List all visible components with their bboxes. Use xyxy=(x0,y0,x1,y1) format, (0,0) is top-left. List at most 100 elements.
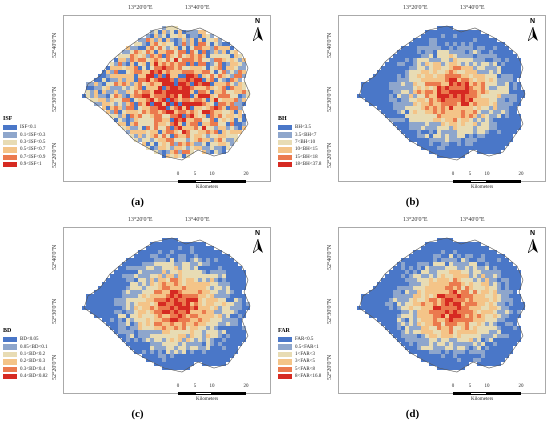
map-cell xyxy=(469,134,473,138)
map-cell xyxy=(190,246,194,250)
map-cell xyxy=(186,42,190,46)
map-cell xyxy=(102,86,106,90)
map-cell xyxy=(170,90,174,94)
map-cell xyxy=(433,34,437,38)
map-cell xyxy=(174,342,178,346)
map-cell xyxy=(134,86,138,90)
map-cell xyxy=(178,122,182,126)
legend-swatch xyxy=(278,124,292,131)
map-cell xyxy=(501,54,505,58)
map-cell xyxy=(461,74,465,78)
map-cell xyxy=(493,342,497,346)
map-cell xyxy=(477,342,481,346)
map-cell xyxy=(218,270,222,274)
map-cell xyxy=(501,90,505,94)
map-cell xyxy=(385,298,389,302)
map-cell xyxy=(186,134,190,138)
map-cell xyxy=(453,66,457,70)
map-cell xyxy=(449,110,453,114)
map-cell xyxy=(473,98,477,102)
map-cell xyxy=(441,154,445,158)
map-cell xyxy=(369,290,373,294)
map-cell xyxy=(473,126,477,130)
map-cell xyxy=(445,258,449,262)
map-cell xyxy=(397,118,401,122)
map-cell xyxy=(493,290,497,294)
map-cell xyxy=(174,102,178,106)
map-cell xyxy=(493,346,497,350)
map-cell xyxy=(421,78,425,82)
map-cell xyxy=(505,58,509,62)
scale-segment xyxy=(212,392,246,395)
map-cell xyxy=(150,270,154,274)
map-cell xyxy=(230,94,234,98)
map-cell xyxy=(190,326,194,330)
map-cell xyxy=(493,106,497,110)
map-cell xyxy=(90,294,94,298)
north-arrow: N xyxy=(528,230,542,254)
map-cell xyxy=(445,42,449,46)
latitude-label: 52°20'0"N xyxy=(327,142,333,168)
map-cell xyxy=(106,306,110,310)
map-cell xyxy=(130,110,134,114)
map-cell xyxy=(226,314,230,318)
map-cell xyxy=(130,338,134,342)
map-cell xyxy=(182,250,186,254)
map-cell xyxy=(425,330,429,334)
map-cell xyxy=(146,130,150,134)
map-cell xyxy=(421,334,425,338)
map-cell xyxy=(437,70,441,74)
map-cell xyxy=(166,346,170,350)
map-cell xyxy=(513,58,517,62)
map-cell xyxy=(437,290,441,294)
map-cell xyxy=(437,250,441,254)
map-cell xyxy=(154,86,158,90)
map-cell xyxy=(194,350,198,354)
map-cell xyxy=(421,258,425,262)
map-cell xyxy=(226,130,230,134)
map-cell xyxy=(134,106,138,110)
map-cell xyxy=(489,102,493,106)
map-cell xyxy=(234,318,238,322)
map-cell xyxy=(409,94,413,98)
map-cell xyxy=(489,86,493,90)
map-cell xyxy=(166,86,170,90)
map-cell xyxy=(437,50,441,54)
map-cell xyxy=(457,258,461,262)
map-cell xyxy=(106,82,110,86)
map-cell xyxy=(206,46,210,50)
map-cell xyxy=(226,106,230,110)
legend-label: 0.3<ISF<0.5 xyxy=(20,139,46,145)
map-cell xyxy=(214,358,218,362)
map-cell xyxy=(162,346,166,350)
map-cell xyxy=(174,338,178,342)
map-cell xyxy=(218,42,222,46)
map-cell xyxy=(178,74,182,78)
map-cell xyxy=(437,350,441,354)
map-cell xyxy=(118,290,122,294)
map-cell xyxy=(238,322,242,326)
map-cell xyxy=(489,362,493,366)
latitude-label: 52°20'0"N xyxy=(52,354,58,380)
map-cell xyxy=(198,310,202,314)
north-arrow: N xyxy=(253,230,267,254)
map-cell xyxy=(505,302,509,306)
map-cell xyxy=(222,98,226,102)
map-cell xyxy=(453,130,457,134)
map-cell xyxy=(453,270,457,274)
map-cell xyxy=(373,82,377,86)
map-cell xyxy=(457,358,461,362)
map-cell xyxy=(445,122,449,126)
map-cell xyxy=(409,78,413,82)
map-cell xyxy=(186,38,190,42)
map-cell xyxy=(150,274,154,278)
map-cell xyxy=(457,246,461,250)
map-cell xyxy=(178,130,182,134)
map-cell xyxy=(162,62,166,66)
map-cell xyxy=(186,66,190,70)
map-cell xyxy=(437,126,441,130)
map-cell xyxy=(481,114,485,118)
map-cell xyxy=(166,70,170,74)
map-cell xyxy=(381,110,385,114)
map-cell xyxy=(409,254,413,258)
